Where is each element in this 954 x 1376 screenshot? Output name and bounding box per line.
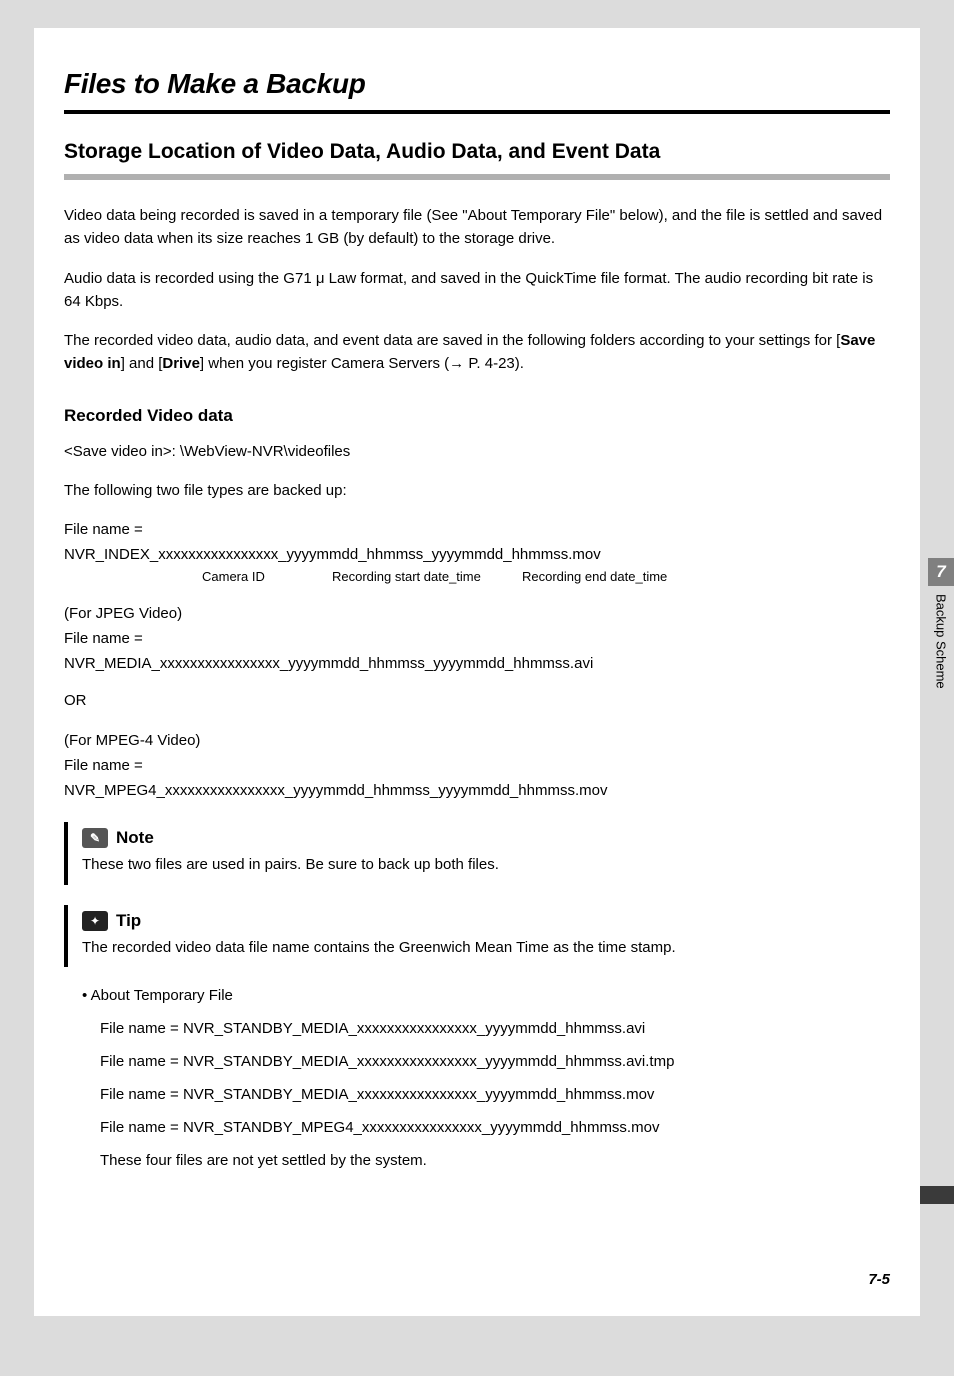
jpeg-filename: NVR_MEDIA_xxxxxxxxxxxxxxxx_yyyymmdd_hhmm… <box>64 652 890 675</box>
chapter-number-box: 7 <box>928 558 954 586</box>
save-path: <Save video in>: \WebView-NVR\videofiles <box>64 440 890 463</box>
paragraph-3: The recorded video data, audio data, and… <box>64 329 890 376</box>
note-icon: ✎ <box>82 828 108 848</box>
tmp-filename-4: File name = NVR_STANDBY_MPEG4_xxxxxxxxxx… <box>100 1119 890 1136</box>
mpeg-filename: NVR_MPEG4_xxxxxxxxxxxxxxxx_yyyymmdd_hhmm… <box>64 779 890 802</box>
tmp-filename-3: File name = NVR_STANDBY_MEDIA_xxxxxxxxxx… <box>100 1086 890 1103</box>
mpeg-block: (For MPEG-4 Video) File name = NVR_MPEG4… <box>64 729 890 803</box>
tmp-filename-2: File name = NVR_STANDBY_MEDIA_xxxxxxxxxx… <box>100 1053 890 1070</box>
tmp-filename-1: File name = NVR_STANDBY_MEDIA_xxxxxxxxxx… <box>100 1020 890 1037</box>
filename-eq-1: File name = <box>64 518 890 541</box>
index-filename-block: File name = NVR_INDEX_xxxxxxxxxxxxxxxx_y… <box>64 518 890 584</box>
about-temporary-file: About Temporary File <box>82 987 890 1004</box>
jpeg-head: (For JPEG Video) <box>64 602 890 625</box>
title-rule <box>64 110 890 114</box>
page-content: Files to Make a Backup Storage Location … <box>34 28 920 1316</box>
section-rule <box>64 174 890 180</box>
note-title: Note <box>116 828 154 848</box>
paragraph-2: Audio data is recorded using the G71 μ L… <box>64 267 890 314</box>
index-filename: NVR_INDEX_xxxxxxxxxxxxxxxx_yyyymmdd_hhmm… <box>64 543 890 566</box>
p3-bold-2: Drive <box>162 355 200 372</box>
tip-body: The recorded video data file name contai… <box>82 937 890 960</box>
chapter-number: 7 <box>936 562 945 582</box>
tip-icon: ✦ <box>82 911 108 931</box>
page-number: 7-5 <box>868 1271 890 1288</box>
mpeg-head: (For MPEG-4 Video) <box>64 729 890 752</box>
tmp-note: These four files are not yet settled by … <box>100 1152 890 1169</box>
tip-title: Tip <box>116 911 141 931</box>
page-title: Files to Make a Backup <box>64 68 890 100</box>
filename-segments: Camera ID Recording start date_time Reco… <box>202 569 890 584</box>
filename-eq-3: File name = <box>64 754 890 777</box>
p3-text-e: ] when you register Camera Servers (→ P.… <box>200 355 524 372</box>
p3-text-c: ] and [ <box>121 355 163 372</box>
p3-text-a: The recorded video data, audio data, and… <box>64 332 840 349</box>
segment-camera-id: Camera ID <box>202 569 332 584</box>
chapter-label: Backup Scheme <box>934 594 949 689</box>
segment-end: Recording end date_time <box>522 569 712 584</box>
note-body: These two files are used in pairs. Be su… <box>82 854 890 877</box>
temporary-file-block: About Temporary File File name = NVR_STA… <box>82 987 890 1169</box>
section-heading: Storage Location of Video Data, Audio Da… <box>64 140 890 164</box>
note-head: ✎ Note <box>82 828 890 848</box>
tip-head: ✦ Tip <box>82 911 890 931</box>
paragraph-1: Video data being recorded is saved in a … <box>64 204 890 251</box>
edge-tab-icon <box>920 1186 954 1204</box>
subsection-heading: Recorded Video data <box>64 406 890 426</box>
jpeg-block: (For JPEG Video) File name = NVR_MEDIA_x… <box>64 602 890 676</box>
chapter-tab: 7 Backup Scheme <box>928 558 954 689</box>
filename-eq-2: File name = <box>64 627 890 650</box>
segment-start: Recording start date_time <box>332 569 522 584</box>
note-callout: ✎ Note These two files are used in pairs… <box>64 822 890 885</box>
tip-callout: ✦ Tip The recorded video data file name … <box>64 905 890 968</box>
or-text: OR <box>64 689 890 712</box>
types-intro: The following two file types are backed … <box>64 479 890 502</box>
